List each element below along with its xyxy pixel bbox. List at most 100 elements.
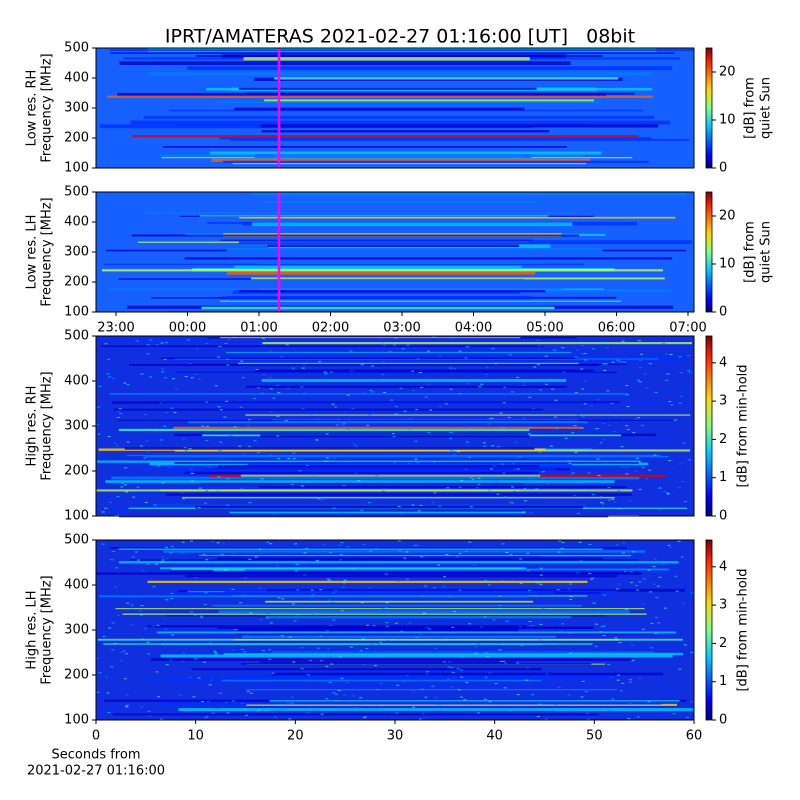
x-tick-label: 03:00 <box>383 321 420 336</box>
spectrogram-speck <box>522 511 526 513</box>
spectrogram-speck <box>315 439 319 441</box>
spectrogram-speck <box>198 487 202 489</box>
spectrogram-speck <box>522 417 526 419</box>
spectrogram-speck <box>667 493 671 495</box>
spectrogram-speck <box>683 644 687 646</box>
spectrogram-speck <box>113 642 117 644</box>
spectrogram-speck <box>514 643 518 645</box>
spectrogram-speck <box>509 554 513 556</box>
spectrogram-speck <box>111 622 115 624</box>
x-tick-label: 06:00 <box>598 321 635 336</box>
spectrogram-band <box>233 675 629 678</box>
spectrogram-speck <box>465 441 469 443</box>
spectrogram-speck <box>253 440 257 442</box>
spectrogram-speck <box>499 605 503 607</box>
spectrogram-speck <box>305 547 309 549</box>
spectrogram-band <box>122 504 625 508</box>
spectrogram-band <box>241 663 592 665</box>
spectrogram-speck <box>346 428 350 430</box>
spectrogram-speck <box>516 662 520 664</box>
spectrogram-speck <box>239 406 243 408</box>
spectrogram-speck <box>601 423 605 425</box>
spectrogram-band <box>97 460 641 463</box>
spectrogram-speck <box>291 367 295 369</box>
spectrogram-speck <box>192 696 196 698</box>
spectrogram-speck <box>507 417 511 419</box>
spectrogram-speck <box>160 342 164 344</box>
y-tick-label: 100 <box>64 713 89 728</box>
spectrogram-speck <box>202 553 206 555</box>
spectrogram-speck <box>585 569 589 571</box>
spectrogram-speck <box>464 468 468 470</box>
spectrogram-band <box>225 351 572 353</box>
spectrogram-speck <box>334 693 338 695</box>
spectrogram-speck <box>586 718 590 720</box>
spectrogram-band <box>238 240 692 245</box>
spectrogram-speck <box>101 543 105 545</box>
spectrogram-band <box>96 572 643 575</box>
spectrogram-speck <box>296 589 300 591</box>
spectrogram-speck <box>241 645 245 647</box>
spectrogram-band <box>259 661 517 663</box>
spectrogram-speck <box>217 476 221 478</box>
spectrogram-speck <box>368 414 372 416</box>
spectrogram-speck <box>332 592 336 594</box>
spectrogram-speck <box>649 591 653 593</box>
spectrogram-speck <box>513 468 517 470</box>
spectrogram-speck <box>301 408 305 410</box>
spectrogram-speck <box>656 585 660 587</box>
spectrogram-band <box>226 248 603 252</box>
spectrogram-speck <box>628 500 632 502</box>
spectrogram-speck <box>458 350 462 352</box>
spectrogram-speck <box>288 636 292 638</box>
spectrogram-speck <box>303 574 307 576</box>
spectrogram-speck <box>436 564 440 566</box>
spectrogram-speck <box>569 596 573 598</box>
spectrogram-speck <box>400 630 404 632</box>
spectrogram-speck <box>484 580 488 582</box>
spectrogram-band <box>188 421 588 424</box>
spectrogram-band <box>130 559 639 561</box>
spectrogram-speck <box>239 602 243 604</box>
spectrogram-speck <box>583 353 587 355</box>
spectrogram-speck <box>325 457 329 459</box>
colorbar-tick-label: 0 <box>719 161 727 176</box>
spectrogram-speck <box>431 685 435 687</box>
spectrogram-speck <box>580 427 584 429</box>
spectrogram-speck <box>424 585 428 587</box>
spectrogram-speck <box>153 504 157 506</box>
x-tick-label: 50 <box>586 729 603 744</box>
spectrogram-speck <box>120 486 124 488</box>
spectrogram-speck <box>260 478 264 480</box>
spectrogram-speck <box>227 338 231 340</box>
spectrogram-speck <box>612 431 616 433</box>
spectrogram-speck <box>638 367 642 369</box>
spectrogram-speck <box>520 645 524 647</box>
spectrogram-speck <box>165 664 169 666</box>
spectrogram-speck <box>464 357 468 359</box>
spectrogram-speck <box>136 486 140 488</box>
spectrogram-speck <box>567 588 571 590</box>
spectrogram-speck <box>489 417 493 419</box>
spectrogram-speck <box>307 481 311 483</box>
spectrogram-speck <box>601 503 605 505</box>
spectrogram-speck <box>426 602 430 604</box>
spectrogram-speck <box>427 383 431 385</box>
spectrogram-speck <box>456 556 460 558</box>
spectrogram-speck <box>203 502 207 504</box>
spectrogram-speck <box>163 425 167 427</box>
spectrogram-speck <box>306 711 310 713</box>
spectrogram-speck <box>165 598 169 600</box>
spectrogram-speck <box>342 694 346 696</box>
spectrogram-speck <box>415 636 419 638</box>
spectrogram-speck <box>268 411 272 413</box>
spectrogram-speck <box>497 608 501 610</box>
spectrogram-speck <box>360 602 364 604</box>
spectrogram-speck <box>276 435 280 437</box>
spectrogram-speck <box>487 489 491 491</box>
spectrogram-speck <box>325 698 329 700</box>
spectrogram-speck <box>231 700 235 702</box>
spectrogram-speck <box>616 679 620 681</box>
spectrogram-speck <box>451 671 455 673</box>
spectrogram-speck <box>211 712 215 714</box>
